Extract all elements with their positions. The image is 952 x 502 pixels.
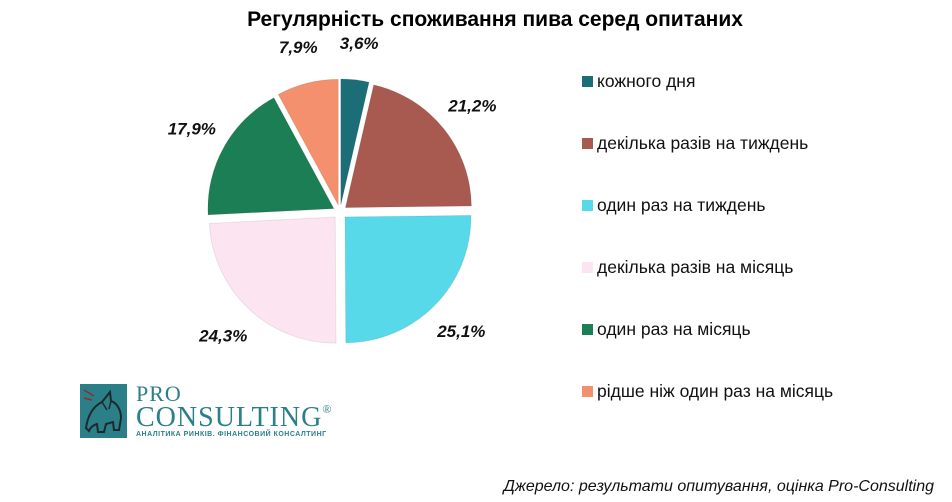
logo-tagline: АНАЛІТИКА РИНКІВ. ФІНАНСОВИЙ КОНСАЛТИНГ [136, 431, 327, 438]
legend-label: декілька разів на місяць [597, 256, 794, 277]
logo-pro-text: PRO [136, 381, 182, 406]
pie-slice [344, 214, 472, 344]
logo-consulting-text: CONSULTING® [136, 402, 333, 433]
legend-swatch [582, 75, 593, 87]
legend-label: один раз на місяць [597, 318, 751, 339]
legend-label: декілька разів на тиждень [597, 132, 809, 153]
pie-slice [344, 84, 472, 209]
slice-value-label: 3,6% [340, 34, 379, 53]
legend-swatch [582, 137, 593, 149]
legend-item: рідше ніж один раз на місяць [582, 378, 833, 404]
legend-item: декілька разів на місяць [582, 254, 793, 280]
legend-item: один раз на місяць [582, 316, 751, 342]
pie-slice [277, 78, 339, 206]
slice-value-label: 24,3% [198, 327, 247, 346]
pro-consulting-logo: PRO CONSULTING® АНАЛІТИКА РИНКІВ. ФІНАНС… [80, 381, 331, 440]
legend-label: один раз на тиждень [597, 194, 766, 215]
slice-value-label: 17,9% [168, 120, 216, 139]
legend-item: один раз на тиждень [582, 192, 766, 218]
chart-title: Регулярність споживання пива серед опита… [247, 8, 743, 31]
slice-value-label: 25,1% [436, 322, 485, 341]
pie-slice [207, 97, 335, 216]
slice-value-label: 21,2% [447, 96, 496, 115]
legend-swatch [582, 323, 593, 335]
legend-label: кожного дня [597, 70, 696, 91]
pie-slice [340, 78, 370, 206]
pie-slice [208, 216, 337, 344]
legend-item: декілька разів на тиждень [582, 130, 808, 156]
source-note: Джерело: результати опитування, оцінка P… [503, 478, 934, 495]
legend-label: рідше ніж один раз на місяць [597, 380, 834, 401]
legend-swatch [582, 385, 593, 397]
slice-value-label: 7,9% [279, 38, 318, 57]
legend-swatch [582, 261, 593, 273]
legend-swatch [582, 199, 593, 211]
legend-item: кожного дня [582, 68, 695, 94]
rhino-logo-icon [80, 384, 127, 438]
